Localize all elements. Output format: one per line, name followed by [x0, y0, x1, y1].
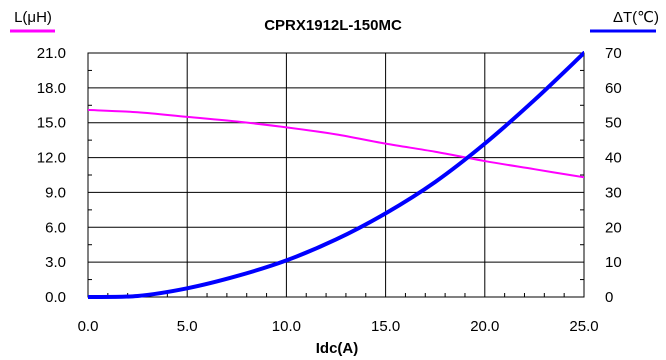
right-axis-unit-label: ΔT(℃): [613, 9, 659, 26]
y-left-tick-label: 21.0: [37, 45, 66, 62]
y-right-tick-label: 50: [605, 115, 622, 132]
y-left-tick-label: 0.0: [45, 289, 66, 306]
x-tick-label: 0.0: [78, 318, 99, 335]
y-right-tick-label: 10: [605, 254, 622, 271]
y-left-tick-label: 9.0: [45, 184, 66, 201]
y-left-tick-label: 3.0: [45, 254, 66, 271]
inductance-series-line: [88, 108, 584, 179]
y-left-tick-label: 12.0: [37, 150, 66, 167]
y-right-tick-label: 40: [605, 150, 622, 167]
x-tick-label: 15.0: [371, 318, 400, 335]
y-left-tick-label: 15.0: [37, 115, 66, 132]
chart-title: CPRX1912L-150MC: [264, 17, 402, 34]
y-left-tick-label: 6.0: [45, 219, 66, 236]
temperature-rise-series-line: [88, 51, 584, 299]
y-right-tick-label: 30: [605, 184, 622, 201]
left-axis-unit-label: L(μH): [14, 9, 52, 26]
y-right-tick-label: 20: [605, 219, 622, 236]
y-right-tick-label: 0: [605, 289, 613, 306]
x-tick-label: 25.0: [569, 318, 598, 335]
y-right-tick-label: 60: [605, 80, 622, 97]
plot-area: 0.0 5.0 10.0 15.0 20.0 25.0 0.0 3.0 6.0 9.0 12.0 15…: [37, 45, 622, 335]
y-left-tick-label: 18.0: [37, 80, 66, 97]
plot-frame: [87, 52, 585, 298]
x-tick-label: 20.0: [470, 318, 499, 335]
y-right-tick-label: 70: [605, 45, 622, 62]
x-tick-label: 10.0: [272, 318, 301, 335]
x-axis-label: Idc(A): [316, 340, 359, 357]
x-tick-label: 5.0: [177, 318, 198, 335]
